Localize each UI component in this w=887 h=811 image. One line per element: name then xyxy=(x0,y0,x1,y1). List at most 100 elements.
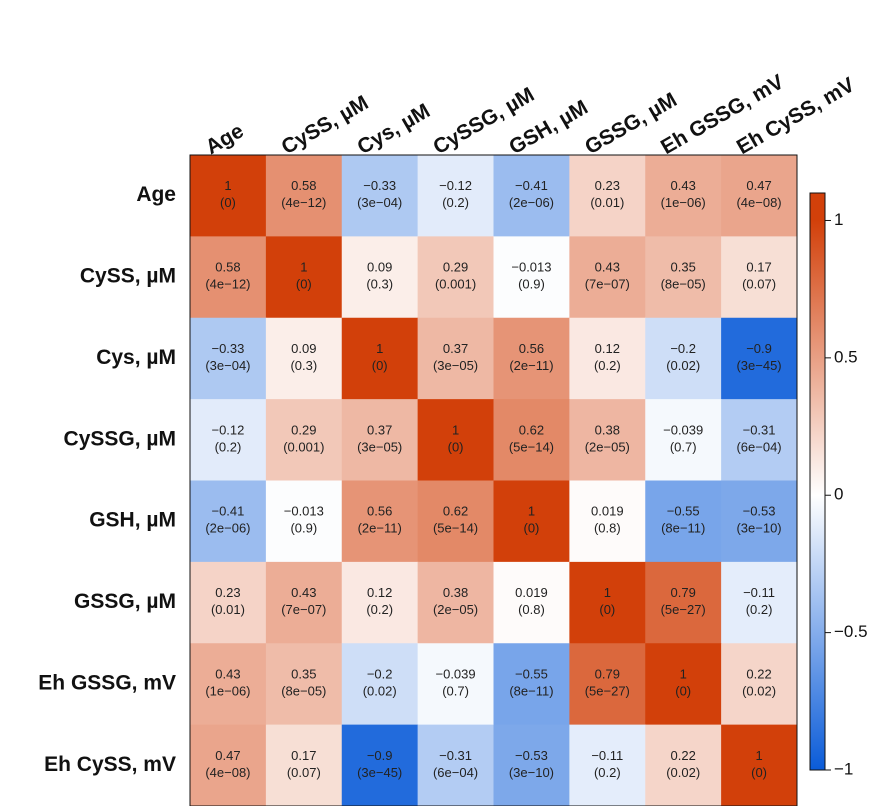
cell-value-label: −0.9 xyxy=(367,748,393,763)
cell-p-label: (0.9) xyxy=(290,521,317,536)
cell-value-label: 0.29 xyxy=(291,422,316,437)
heatmap-cell xyxy=(721,561,798,644)
cell-value-label: 0.56 xyxy=(367,504,392,519)
cell-value-label: 0.43 xyxy=(291,585,316,600)
heatmap-cell xyxy=(265,236,343,319)
heatmap-cell xyxy=(417,643,494,726)
heatmap-cell xyxy=(417,561,494,644)
cell-p-label: (0) xyxy=(220,195,236,210)
cell-value-label: 0.43 xyxy=(595,260,620,275)
heatmap-cell xyxy=(417,236,494,319)
heatmap-cell xyxy=(265,561,343,644)
heatmap-cell xyxy=(569,317,646,400)
cell-value-label: −0.039 xyxy=(436,666,476,681)
heatmap-cell xyxy=(645,236,722,319)
heatmap-cell xyxy=(493,155,570,237)
row-label: Age xyxy=(136,183,176,206)
heatmap-cell xyxy=(645,643,722,726)
cell-value-label: −0.2 xyxy=(670,341,696,356)
cell-value-label: 0.79 xyxy=(595,666,620,681)
heatmap-cell xyxy=(190,236,267,319)
column-label: Eh GSSG, mV xyxy=(657,70,788,159)
cell-value-label: 0.22 xyxy=(746,666,771,681)
cell-value-label: 0.43 xyxy=(215,666,240,681)
cell-p-label: (0.01) xyxy=(590,195,624,210)
cell-p-label: (0) xyxy=(372,358,388,373)
cell-value-label: 1 xyxy=(376,341,383,356)
cell-p-label: (3e−04) xyxy=(357,195,402,210)
cell-p-label: (1e−06) xyxy=(661,195,706,210)
cell-value-label: 0.35 xyxy=(291,666,316,681)
column-label: Age xyxy=(202,119,248,159)
cell-p-label: (2e−11) xyxy=(358,521,402,536)
heatmap-cell xyxy=(417,480,494,563)
heatmap-cell xyxy=(417,155,494,237)
heatmap-cell xyxy=(341,317,419,400)
heatmap-cell xyxy=(265,399,343,481)
cell-p-label: (6e−04) xyxy=(433,765,478,780)
heatmap-cell xyxy=(645,561,722,644)
cell-p-label: (0) xyxy=(448,439,464,454)
heatmap-cell xyxy=(190,317,267,400)
heatmap-cell xyxy=(417,399,494,481)
cell-value-label: 0.23 xyxy=(595,178,620,193)
cell-p-label: (0) xyxy=(751,765,767,780)
cell-p-label: (7e−07) xyxy=(585,277,630,292)
heatmap-cell xyxy=(265,724,343,807)
cell-p-label: (1e−06) xyxy=(205,683,250,698)
cell-p-label: (0.7) xyxy=(442,683,469,698)
row-label: Eh CySS, mV xyxy=(44,753,176,776)
cell-p-label: (0.07) xyxy=(742,277,776,292)
cell-p-label: (2e−05) xyxy=(433,602,478,617)
cell-p-label: (3e−05) xyxy=(433,358,478,373)
cell-p-label: (6e−04) xyxy=(736,439,781,454)
cell-p-label: (0) xyxy=(523,521,539,536)
cell-p-label: (0.2) xyxy=(442,195,469,210)
heatmap-cell xyxy=(190,480,267,563)
cell-p-label: (8e−05) xyxy=(281,683,326,698)
cell-value-label: 0.56 xyxy=(519,341,544,356)
cell-value-label: −0.31 xyxy=(743,422,776,437)
heatmap-cell xyxy=(645,317,722,400)
heatmap-cell xyxy=(721,155,798,237)
cell-p-label: (8e−05) xyxy=(661,277,706,292)
cell-p-label: (7e−07) xyxy=(281,602,326,617)
cell-p-label: (3e−10) xyxy=(509,765,554,780)
heatmap-cell xyxy=(341,724,419,807)
cell-p-label: (0.3) xyxy=(366,277,393,292)
row-label: CySSG, µM xyxy=(64,427,176,450)
cell-p-label: (3e−10) xyxy=(736,521,781,536)
cell-value-label: 0.35 xyxy=(671,260,696,275)
cell-value-label: −0.12 xyxy=(211,422,244,437)
cell-value-label: −0.013 xyxy=(511,260,551,275)
cell-p-label: (0.3) xyxy=(290,358,317,373)
cell-p-label: (5e−14) xyxy=(509,439,554,454)
heatmap-cell xyxy=(569,399,646,481)
cell-p-label: (4e−08) xyxy=(205,765,250,780)
heatmap-cell xyxy=(569,155,646,237)
cell-p-label: (8e−11) xyxy=(509,683,553,698)
cell-value-label: 0.79 xyxy=(671,585,696,600)
heatmap-cell xyxy=(493,480,570,563)
cell-p-label: (3e−05) xyxy=(357,439,402,454)
heatmap-cell xyxy=(190,155,267,237)
row-label: GSH, µM xyxy=(89,509,176,532)
cell-p-label: (5e−14) xyxy=(433,521,478,536)
cell-p-label: (0.02) xyxy=(666,358,700,373)
heatmap-cell xyxy=(341,643,419,726)
colorbar-tick-label: 0.5 xyxy=(834,347,858,366)
heatmap-cell xyxy=(721,643,798,726)
heatmap-cell xyxy=(265,480,343,563)
cell-p-label: (4e−08) xyxy=(736,195,781,210)
cell-p-label: (8e−11) xyxy=(661,521,705,536)
cell-p-label: (3e−04) xyxy=(205,358,250,373)
cell-value-label: 0.17 xyxy=(291,748,316,763)
heatmap-cell xyxy=(417,317,494,400)
cell-value-label: 0.62 xyxy=(519,422,544,437)
heatmap-cell xyxy=(569,480,646,563)
cell-value-label: −0.53 xyxy=(743,504,776,519)
heatmap-cell xyxy=(645,399,722,481)
row-label: Eh GSSG, mV xyxy=(38,671,176,694)
cell-p-label: (0.7) xyxy=(670,439,697,454)
heatmap-cell xyxy=(569,236,646,319)
